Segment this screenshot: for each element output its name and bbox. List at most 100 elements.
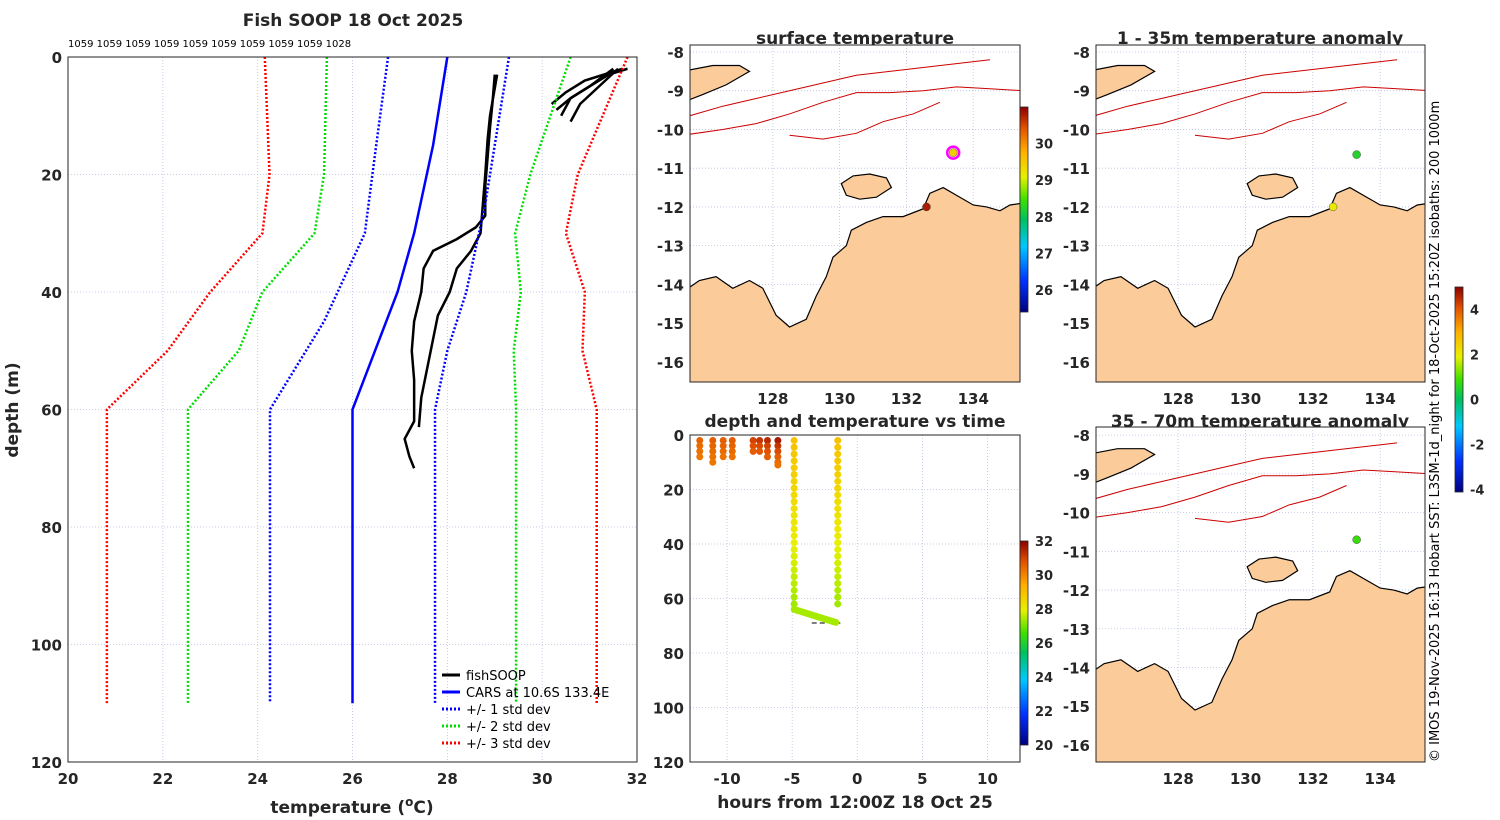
cast-sample-point xyxy=(834,443,842,451)
depth-time-ytick-label: 60 xyxy=(663,591,684,609)
xlabel-hours: hours from 12:00Z 18 Oct 25 xyxy=(717,793,993,813)
fishsoop-profile-line xyxy=(555,67,628,111)
cast-sample-point xyxy=(834,491,842,499)
cast-sample-point xyxy=(790,580,798,588)
cast-sample-point xyxy=(834,566,842,574)
cast-sample-point xyxy=(790,471,798,479)
depth-time-xtick-label: -10 xyxy=(714,770,741,788)
cast-sample-point xyxy=(749,442,757,450)
legend-label-3std: +/- 3 std dev xyxy=(466,737,551,752)
profile-ytick-label: 20 xyxy=(41,167,62,185)
cast-sample-point xyxy=(696,447,704,455)
fishsoop-profile-line xyxy=(550,67,624,105)
cast-sample-point xyxy=(749,436,757,444)
isobath-contour xyxy=(1096,442,1398,499)
surface-temp-map-ytick-label: -10 xyxy=(657,121,684,139)
title-anomaly-1-35: 1 - 35m temperature anomaly xyxy=(1117,29,1403,49)
anomaly-1-35-map-ytick-label: -12 xyxy=(1063,199,1090,217)
surface-temp-colorbar-tick-label: 26 xyxy=(1035,284,1053,299)
isobath-contour xyxy=(1096,469,1425,518)
anomaly-1-35-map-xtick-label: 134 xyxy=(1365,390,1396,408)
anomaly-35-70-map-ytick-label: -14 xyxy=(1063,660,1090,678)
surface-temp-map-ytick-label: -8 xyxy=(667,44,684,62)
anomaly-35-70-map-ytick-label: -15 xyxy=(1063,698,1090,716)
land-timor xyxy=(1096,448,1156,483)
sample-count-annotation: 1059 1059 1059 1059 1059 1059 1059 1059 … xyxy=(68,39,351,50)
land-melville-island xyxy=(1246,556,1299,583)
land-timor xyxy=(1096,64,1156,100)
cast-sample-point xyxy=(790,559,798,567)
cast-sample-point xyxy=(790,573,798,581)
series-line--1-std-dev xyxy=(433,56,511,704)
series-line-cars-at-10-6s-133-4e xyxy=(351,56,449,704)
cast-sample-point xyxy=(790,600,798,608)
anomaly-35-70-map-ytick-label: -9 xyxy=(1073,466,1090,484)
depth-time-ytick-label: 0 xyxy=(674,427,684,445)
cast-sample-point xyxy=(790,457,798,465)
depth-time-colorbar xyxy=(1019,540,1029,746)
surface-temp-colorbar xyxy=(1019,106,1029,313)
cast-sample-point xyxy=(834,573,842,581)
depth-time-ytick-label: 100 xyxy=(653,700,684,718)
isobath-contour xyxy=(690,59,990,117)
legend-label-cars: CARS at 10.6S 133.4E xyxy=(466,686,609,701)
cast-sample-point xyxy=(834,471,842,479)
cast-sample-point xyxy=(790,552,798,560)
anomaly-35-70-map-xtick-label: 134 xyxy=(1365,770,1396,788)
depth-time-xtick-label: 5 xyxy=(917,770,927,788)
profile-xtick-label: 22 xyxy=(152,770,173,788)
land-australia xyxy=(1096,570,1425,762)
cast-sample-point xyxy=(763,453,771,461)
cast-sample-point xyxy=(790,498,798,506)
cast-sample-point xyxy=(790,532,798,540)
cast-sample-point xyxy=(790,586,798,594)
cast-sample-point xyxy=(749,447,757,455)
xlabel-temperature: temperature (oC) xyxy=(270,795,433,818)
profile-ytick-label: 120 xyxy=(31,754,62,772)
cast-sample-point xyxy=(834,498,842,506)
title-depth-time: depth and temperature vs time xyxy=(705,412,1006,432)
cast-sample-point xyxy=(790,566,798,574)
anomaly-colorbar xyxy=(1454,286,1464,493)
cast-sample-point xyxy=(834,586,842,594)
profile-axes-frame xyxy=(67,56,638,763)
cast-sample-point xyxy=(719,436,727,444)
anomaly-1-35-map-xtick-label: 132 xyxy=(1297,390,1328,408)
cast-sample-point xyxy=(719,447,727,455)
cast-sample-point xyxy=(790,539,798,547)
cast-sample-point xyxy=(834,436,842,444)
anomaly-1-35-map-axes-frame xyxy=(1095,44,1426,383)
cast-sample-point xyxy=(834,552,842,560)
credit-text: © IMOS 19-Nov-2025 16:13 Hobart SST: L3S… xyxy=(1428,101,1443,762)
anomaly-35-70-map-map-clip xyxy=(1096,442,1425,762)
cast-sample-point xyxy=(709,436,717,444)
cast-sample-point xyxy=(790,593,798,601)
profile-xtick-label: 28 xyxy=(437,770,458,788)
isobath-contour xyxy=(1194,101,1347,140)
cast-sample-point xyxy=(790,525,798,533)
observation-point xyxy=(948,148,958,157)
land-australia xyxy=(1096,186,1425,382)
series-line--3-std-dev xyxy=(105,56,271,704)
depth-time-xtick-label: -5 xyxy=(784,770,801,788)
fishsoop-profile-line xyxy=(569,67,619,123)
depth-time-colorbar-tick-label: 22 xyxy=(1035,705,1053,720)
fishsoop-profile-line xyxy=(417,74,499,428)
cast-sample-point xyxy=(774,436,782,444)
depth-time-xtick-label: 10 xyxy=(977,770,998,788)
title-profile: Fish SOOP 18 Oct 2025 xyxy=(243,11,464,31)
depth-time-colorbar-tick-label: 20 xyxy=(1035,739,1053,754)
observation-point xyxy=(922,202,931,212)
anomaly-35-70-map-ytick-label: -16 xyxy=(1063,737,1090,755)
legend-label-1std: +/- 1 std dev xyxy=(466,703,551,718)
anomaly-1-35-map-ytick-label: -8 xyxy=(1073,44,1090,62)
cast-sample-point xyxy=(774,447,782,455)
anomaly-colorbar-tick-label: -4 xyxy=(1470,484,1484,499)
land-australia xyxy=(690,186,1020,382)
cast-sample-point xyxy=(790,436,798,444)
cast-sample-point xyxy=(756,447,764,455)
profile-xtick-label: 32 xyxy=(627,770,648,788)
surface-temp-map-ytick-label: -11 xyxy=(657,160,684,178)
